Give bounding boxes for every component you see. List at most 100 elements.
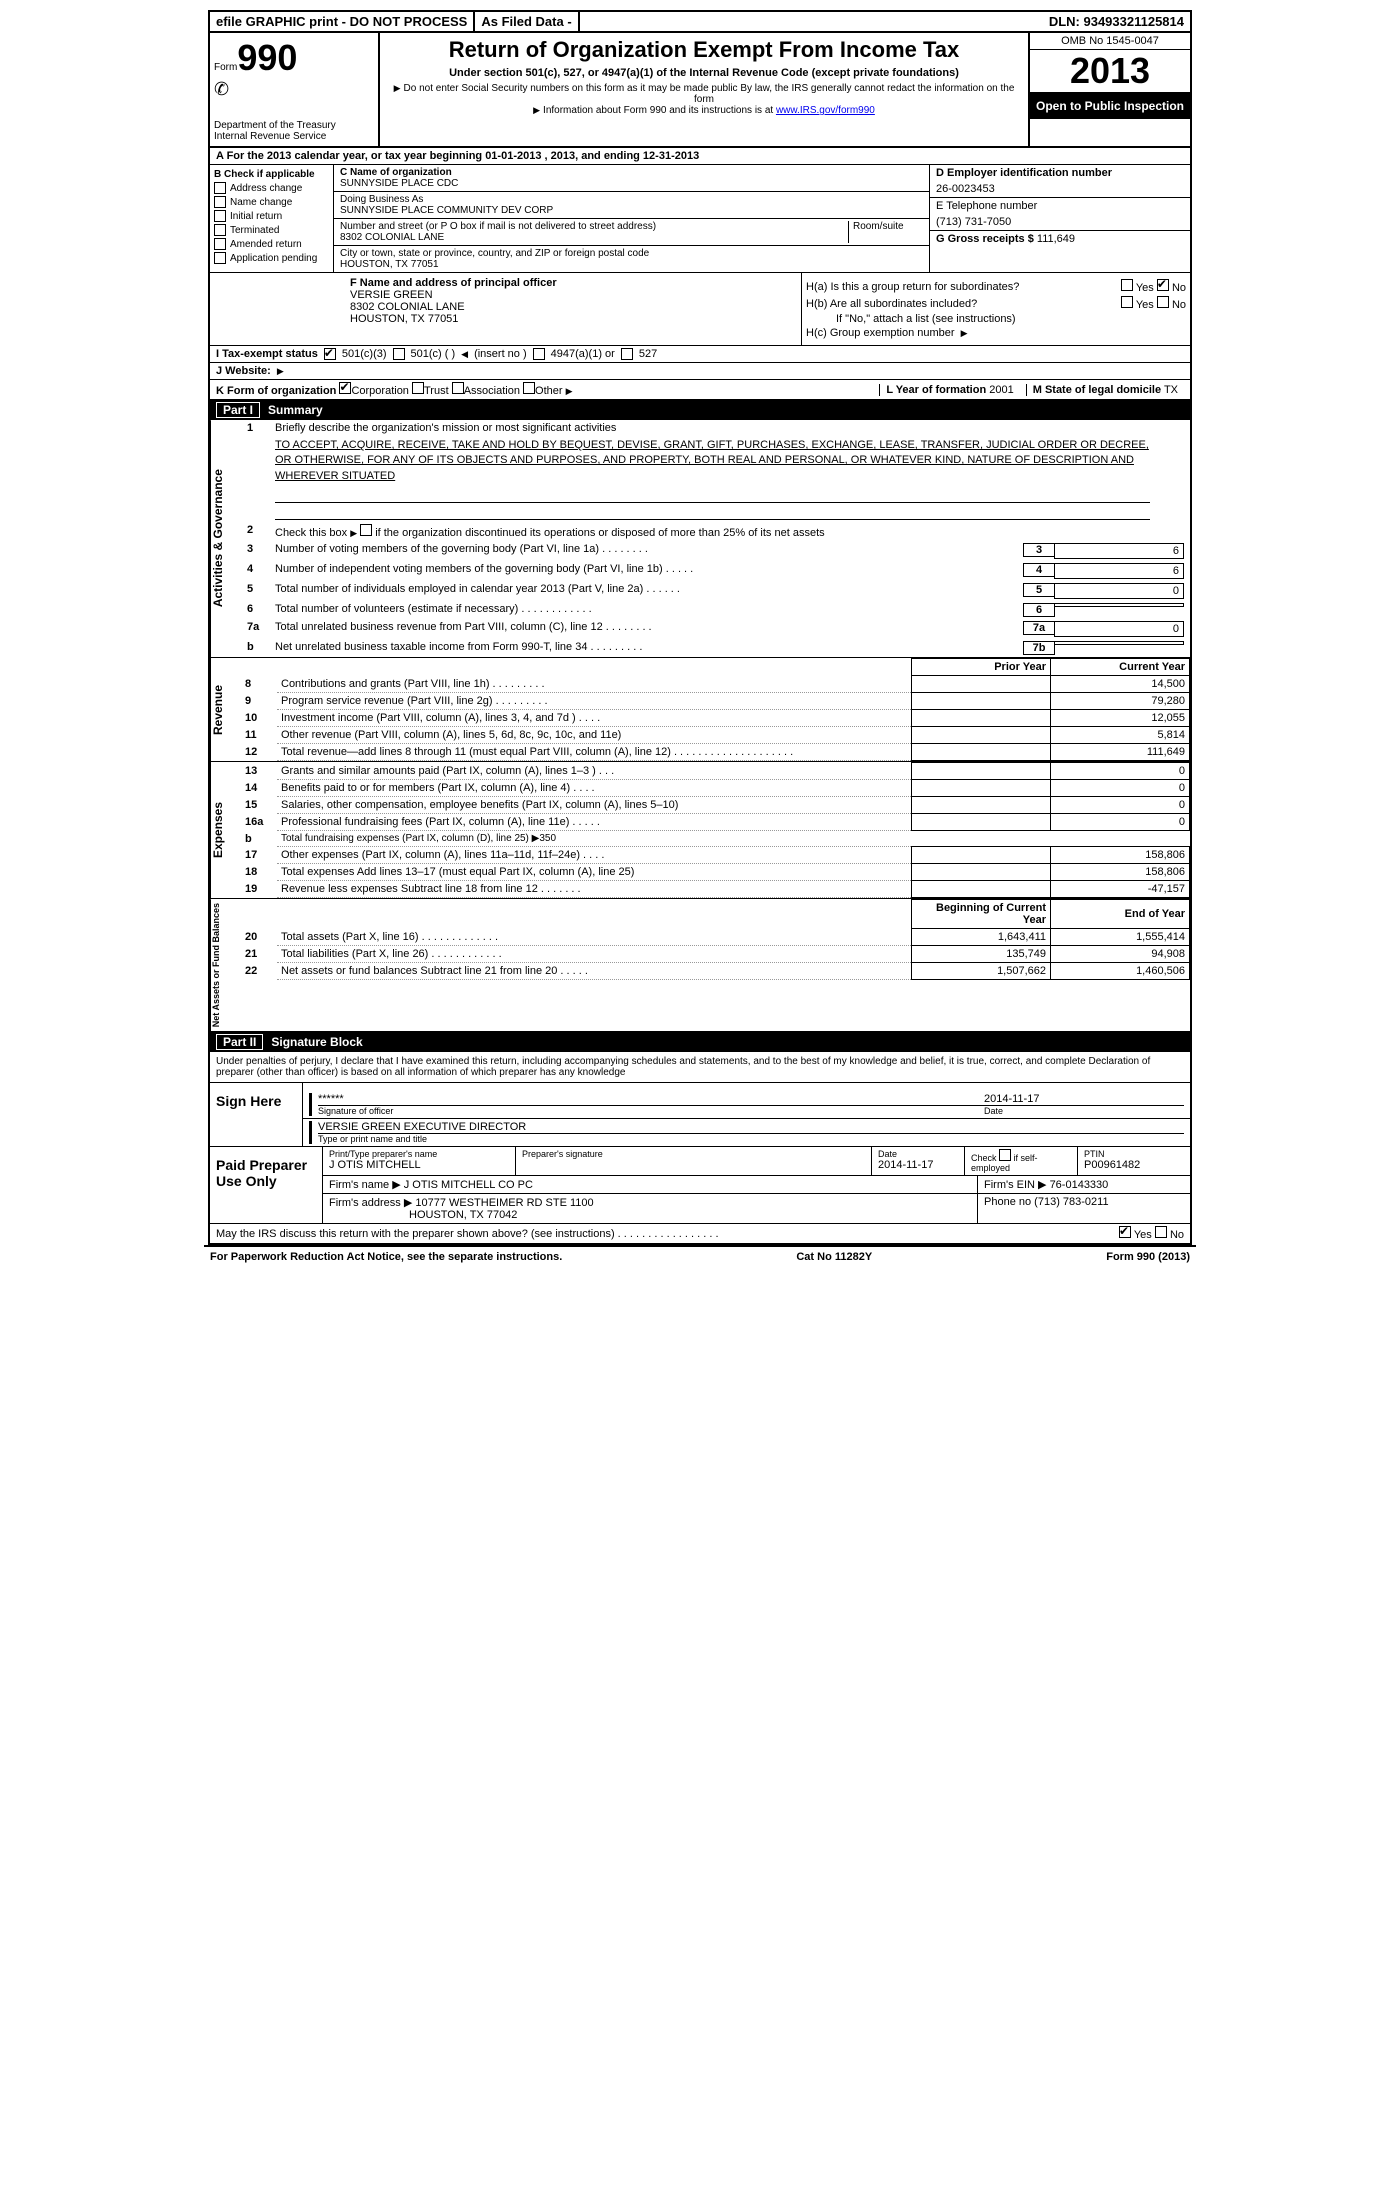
q1: Briefly describe the organization's miss…: [275, 422, 1184, 434]
firm-addr-label: Firm's address ▶: [329, 1197, 412, 1209]
gov-line-7a: 7aTotal unrelated business revenue from …: [241, 619, 1190, 639]
paid-preparer-row: Paid Preparer Use Only Print/Type prepar…: [210, 1147, 1190, 1224]
part2-title: Signature Block: [271, 1035, 362, 1049]
state: TX: [1164, 384, 1178, 396]
firm-ein-label: Firm's EIN ▶: [984, 1179, 1047, 1191]
prep-sig-label: Preparer's signature: [522, 1149, 865, 1159]
website-label: J Website:: [216, 365, 271, 377]
form-subtitle: Under section 501(c), 527, or 4947(a)(1)…: [384, 67, 1024, 79]
chk-self-employed[interactable]: [999, 1149, 1011, 1161]
chk-trust[interactable]: [412, 382, 424, 394]
form-title: Return of Organization Exempt From Incom…: [384, 37, 1024, 63]
chk-discontinued[interactable]: [360, 524, 372, 536]
tax-year: 2013: [1030, 50, 1190, 93]
check-applicable-label: B Check if applicable: [214, 169, 329, 180]
check-pending[interactable]: [214, 252, 226, 264]
chk-corp[interactable]: [339, 382, 351, 394]
check-name-change[interactable]: [214, 196, 226, 208]
expense-row-17: 17Other expenses (Part IX, column (A), l…: [241, 847, 1190, 864]
org-name-label: C Name of organization: [340, 167, 923, 178]
expense-row-13: 13Grants and similar amounts paid (Part …: [241, 763, 1190, 780]
check-amended[interactable]: [214, 238, 226, 250]
header-left: Form990 ✆ Department of the Treasury Int…: [210, 33, 380, 146]
expense-row-19: 19Revenue less expenses Subtract line 18…: [241, 881, 1190, 898]
part2-header: Part II Signature Block: [210, 1032, 1190, 1052]
q2-pre: Check this box: [275, 527, 350, 539]
col-prior: Prior Year: [912, 659, 1051, 676]
firm-addr1: 10777 WESTHEIMER RD STE 1100: [415, 1197, 593, 1209]
revenue-row-11: 11Other revenue (Part VIII, column (A), …: [241, 727, 1190, 744]
org-name: SUNNYSIDE PLACE CDC: [340, 178, 923, 189]
hb-no[interactable]: [1157, 296, 1169, 308]
ha-no[interactable]: [1157, 279, 1169, 291]
dba-name: SUNNYSIDE PLACE COMMUNITY DEV CORP: [340, 205, 923, 216]
chk-527[interactable]: [621, 348, 633, 360]
chk-other[interactable]: [523, 382, 535, 394]
row-j: J Website:: [210, 363, 1190, 380]
main-info: B Check if applicable Address change Nam…: [210, 165, 1190, 273]
type-label: Type or print name and title: [318, 1133, 1184, 1144]
irs-link[interactable]: www.IRS.gov/form990: [776, 105, 875, 116]
chk-501c[interactable]: [393, 348, 405, 360]
ha-yes[interactable]: [1121, 279, 1133, 291]
discuss-no[interactable]: [1155, 1226, 1167, 1238]
city: HOUSTON, TX 77051: [340, 259, 923, 270]
dba-label: Doing Business As: [340, 194, 923, 205]
assets-section: Net Assets or Fund Balances Beginning of…: [210, 899, 1190, 1032]
phone: (713) 731-7050: [936, 216, 1184, 228]
discuss-yes[interactable]: [1119, 1226, 1131, 1238]
officer-addr2: HOUSTON, TX 77051: [350, 313, 797, 325]
prep-date: 2014-11-17: [878, 1159, 958, 1171]
sign-here-label: Sign Here: [210, 1083, 302, 1146]
hc-label: H(c) Group exemption number: [806, 327, 955, 339]
row-k: K Form of organization Corporation Trust…: [210, 380, 1190, 400]
sig-stars: ******: [318, 1093, 984, 1105]
asset-row-20: 20Total assets (Part X, line 16) . . . .…: [241, 929, 1190, 946]
year-formation-label: L Year of formation: [886, 384, 986, 396]
ein: 26-0023453: [936, 183, 1184, 195]
check-terminated[interactable]: [214, 224, 226, 236]
gov-line-4: 4Number of independent voting members of…: [241, 561, 1190, 581]
col-c-org: C Name of organizationSUNNYSIDE PLACE CD…: [334, 165, 930, 272]
part1-title: Summary: [268, 403, 323, 417]
sig-date: 2014-11-17: [984, 1093, 1184, 1105]
topbar: efile GRAPHIC print - DO NOT PROCESS As …: [210, 12, 1190, 33]
firm-phone-label: Phone no: [984, 1196, 1031, 1208]
activities-section: Activities & Governance 1Briefly describ…: [210, 420, 1190, 658]
form-number: 990: [237, 37, 297, 78]
assets-table: Beginning of Current YearEnd of Year 20T…: [241, 899, 1190, 980]
form-label: Form: [214, 62, 237, 73]
firm-name-label: Firm's name ▶: [329, 1179, 401, 1191]
group-return: H(a) Is this a group return for subordin…: [802, 273, 1190, 345]
col-end: End of Year: [1051, 900, 1190, 929]
officer-row: F Name and address of principal officer …: [210, 273, 1190, 346]
info-note: Information about Form 990 and its instr…: [543, 105, 776, 116]
ptin: P00961482: [1084, 1159, 1184, 1171]
gov-line-3: 3Number of voting members of the governi…: [241, 541, 1190, 561]
check-initial-return[interactable]: [214, 210, 226, 222]
footer-right: Form 990 (2013): [1106, 1251, 1190, 1263]
hb-yes[interactable]: [1121, 296, 1133, 308]
revenue-row-12: 12Total revenue—add lines 8 through 11 (…: [241, 744, 1190, 761]
chk-501c3[interactable]: [324, 348, 336, 360]
period-row: A For the 2013 calendar year, or tax yea…: [210, 148, 1190, 165]
ssn-note: Do not enter Social Security numbers on …: [404, 83, 1015, 105]
chk-4947[interactable]: [533, 348, 545, 360]
ha-label: H(a) Is this a group return for subordin…: [806, 281, 1019, 293]
revenue-section: Revenue Prior YearCurrent Year 8Contribu…: [210, 658, 1190, 762]
part1-num: Part I: [216, 402, 260, 418]
date-label: Date: [984, 1105, 1184, 1116]
col-current: Current Year: [1051, 659, 1190, 676]
asset-row-21: 21Total liabilities (Part X, line 26) . …: [241, 946, 1190, 963]
chk-assoc[interactable]: [452, 382, 464, 394]
addr: 8302 COLONIAL LANE: [340, 232, 848, 243]
addr-label: Number and street (or P O box if mail is…: [340, 221, 848, 232]
expense-row-b: bTotal fundraising expenses (Part IX, co…: [241, 831, 1190, 847]
declaration: Under penalties of perjury, I declare th…: [210, 1052, 1190, 1083]
revenue-table: Prior YearCurrent Year 8Contributions an…: [241, 658, 1190, 761]
side-revenue: Revenue: [210, 658, 241, 761]
paid-label: Paid Preparer Use Only: [210, 1147, 322, 1223]
open-public: Open to Public Inspection: [1030, 93, 1190, 119]
discuss-row: May the IRS discuss this return with the…: [210, 1224, 1190, 1243]
check-address-change[interactable]: [214, 182, 226, 194]
